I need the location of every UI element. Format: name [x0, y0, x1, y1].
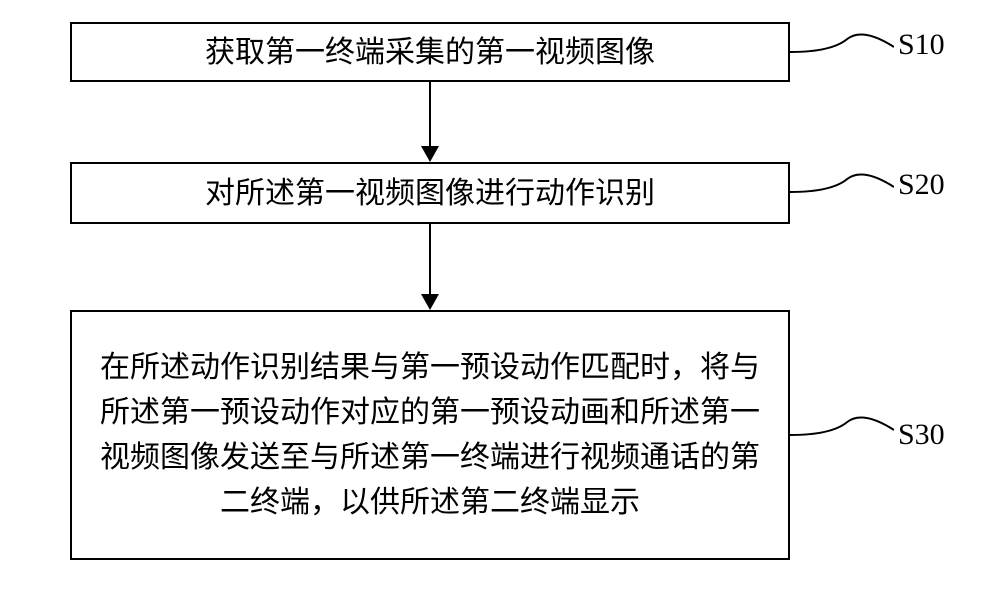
connector-s10: [790, 27, 894, 77]
flowchart-canvas: 获取第一终端采集的第一视频图像 S10 对所述第一视频图像进行动作识别 S20 在所述动…: [0, 0, 1000, 613]
arrow-head-0: [421, 146, 439, 162]
step-label-s30: S30: [898, 418, 945, 452]
arrow-line-0: [429, 82, 431, 146]
step-label-s20: S20: [898, 168, 945, 202]
arrow-head-1: [421, 294, 439, 310]
flowchart-node-s30: 在所述动作识别结果与第一预设动作匹配时，将与所述第一预设动作对应的第一预设动画和…: [70, 310, 790, 560]
connector-s20: [790, 167, 894, 217]
flowchart-node-s10: 获取第一终端采集的第一视频图像: [70, 22, 790, 82]
node-text: 获取第一终端采集的第一视频图像: [205, 30, 655, 75]
node-text: 对所述第一视频图像进行动作识别: [205, 171, 655, 216]
connector-s30: [790, 410, 894, 460]
node-text: 在所述动作识别结果与第一预设动作匹配时，将与所述第一预设动作对应的第一预设动画和…: [92, 345, 768, 525]
arrow-line-1: [429, 224, 431, 294]
step-label-s10: S10: [898, 28, 945, 62]
flowchart-node-s20: 对所述第一视频图像进行动作识别: [70, 162, 790, 224]
